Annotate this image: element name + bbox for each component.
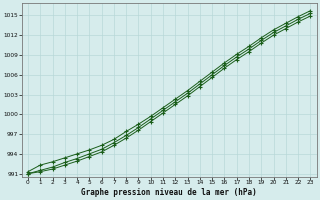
X-axis label: Graphe pression niveau de la mer (hPa): Graphe pression niveau de la mer (hPa): [81, 188, 257, 197]
